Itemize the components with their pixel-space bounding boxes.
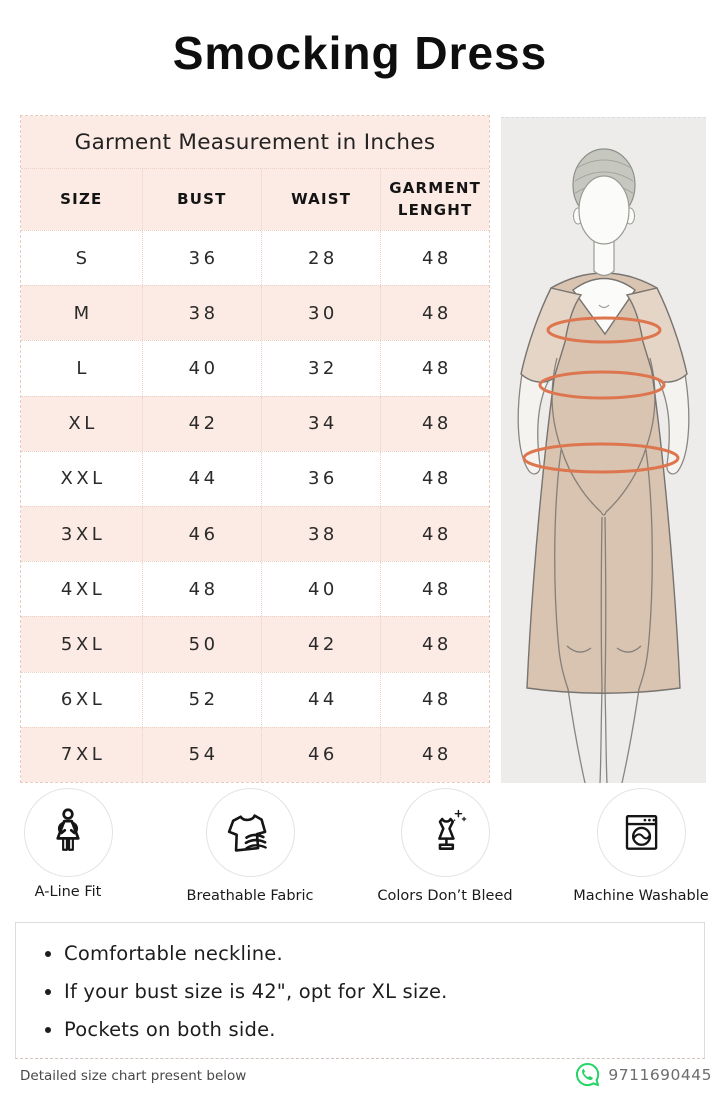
table-header-row: SIZE BUST WAIST GARMENT LENGHT — [21, 168, 489, 230]
table-row: 6XL 52 44 48 — [21, 671, 489, 727]
feature-label: Colors Don’t Bleed — [377, 888, 513, 904]
value-cell: 38 — [143, 286, 262, 341]
value-cell: 34 — [262, 396, 382, 451]
value-cell: 48 — [421, 247, 452, 269]
feature-circle — [400, 788, 490, 877]
breathable-fabric-icon — [227, 813, 267, 852]
value-cell: 36 — [143, 231, 262, 286]
value-cell: 32 — [262, 341, 382, 396]
machine-washable-icon — [625, 814, 658, 850]
value-cell: 46 — [143, 507, 262, 562]
size-cell: L — [21, 341, 143, 396]
size-cell: S — [21, 231, 143, 286]
value-cell: 44 — [143, 451, 262, 507]
value-cell: 40 — [143, 341, 262, 396]
feature-circle — [205, 788, 295, 877]
feature-circle — [596, 788, 686, 877]
value-cell: 42 — [262, 617, 382, 672]
table-row: 4XL 48 40 48 — [21, 561, 489, 617]
table-row: L 40 32 48 — [21, 340, 489, 396]
column-header-waist: WAIST — [262, 169, 382, 230]
whatsapp-contact: 9711690445 — [574, 1061, 712, 1088]
note-item: Pockets on both side. — [64, 1018, 694, 1041]
size-cell: M — [21, 286, 143, 341]
table-row: XXL 44 36 48 — [21, 450, 489, 507]
value-cell: 42 — [143, 396, 262, 451]
note-item: If your bust size is 42", opt for XL siz… — [64, 980, 694, 1003]
size-cell: 7XL — [21, 727, 143, 783]
value-cell: 44 — [262, 672, 382, 727]
notes-box: Comfortable neckline. If your bust size … — [15, 922, 705, 1059]
value-cell: 48 — [421, 744, 452, 766]
a-line-fit-icon — [56, 807, 80, 851]
table-row: 7XL 54 46 48 — [21, 726, 489, 783]
size-cell: 6XL — [21, 672, 143, 727]
feature-a-line-fit: A-Line Fit — [8, 788, 128, 900]
size-cell: XL — [21, 396, 143, 451]
value-cell: 48 — [421, 358, 452, 379]
value-cell: 30 — [262, 286, 382, 341]
value-cell: 52 — [143, 672, 262, 727]
value-cell: 48 — [421, 689, 452, 711]
footer-note: Detailed size chart present below — [20, 1068, 247, 1084]
value-cell: 48 — [421, 468, 452, 490]
value-cell: 48 — [143, 562, 262, 617]
value-cell: 36 — [262, 451, 382, 507]
feature-label: A-Line Fit — [34, 884, 102, 900]
feature-label: Breathable Fabric — [186, 888, 314, 904]
feature-machine-washable: Machine Washable — [551, 788, 720, 904]
measurement-figure-illustration — [517, 148, 690, 783]
colors-dont-bleed-icon — [438, 809, 467, 850]
value-cell: 48 — [421, 413, 452, 435]
size-cell: XXL — [21, 451, 143, 507]
column-header-size: SIZE — [21, 169, 143, 230]
feature-colors-dont-bleed: Colors Don’t Bleed — [355, 788, 535, 904]
note-item: Comfortable neckline. — [64, 942, 694, 965]
size-cell: 4XL — [21, 562, 143, 617]
table-row: XL 42 34 48 — [21, 395, 489, 451]
column-header-bust: BUST — [143, 169, 262, 230]
size-chart-table: Garment Measurement in Inches SIZE BUST … — [20, 115, 490, 783]
table-row: 3XL 46 38 48 — [21, 506, 489, 562]
value-cell: 48 — [421, 302, 452, 324]
value-cell: 38 — [262, 507, 382, 562]
page-title: Smocking Dress — [172, 27, 548, 79]
column-header-length: GARMENT LENGHT — [389, 178, 482, 219]
value-cell: 54 — [143, 727, 262, 783]
table-row: S 36 28 48 — [21, 230, 489, 286]
value-cell: 46 — [262, 727, 382, 783]
phone-number: 9711690445 — [608, 1065, 712, 1084]
table-row: M 38 30 48 — [21, 285, 489, 341]
measurement-figure-panel — [501, 117, 706, 783]
size-cell: 5XL — [21, 617, 143, 672]
table-body: S 36 28 48 M 38 30 48 L 40 32 48 XL 42 34 48 XXL 44 36 48 3X… — [21, 230, 489, 783]
value-cell: 28 — [262, 231, 382, 286]
value-cell: 48 — [421, 578, 452, 600]
measurement-lines — [522, 316, 680, 474]
value-cell: 40 — [262, 562, 382, 617]
value-cell: 48 — [421, 634, 452, 656]
value-cell: 50 — [143, 617, 262, 672]
table-caption: Garment Measurement in Inches — [21, 116, 489, 168]
feature-circle — [23, 788, 113, 877]
size-cell: 3XL — [21, 507, 143, 562]
table-row: 5XL 50 42 48 — [21, 616, 489, 672]
value-cell: 48 — [421, 523, 452, 545]
feature-label: Machine Washable — [573, 888, 709, 904]
whatsapp-icon — [576, 1062, 600, 1087]
notes-list: Comfortable neckline. If your bust size … — [34, 942, 694, 1041]
feature-breathable-fabric: Breathable Fabric — [160, 788, 340, 904]
